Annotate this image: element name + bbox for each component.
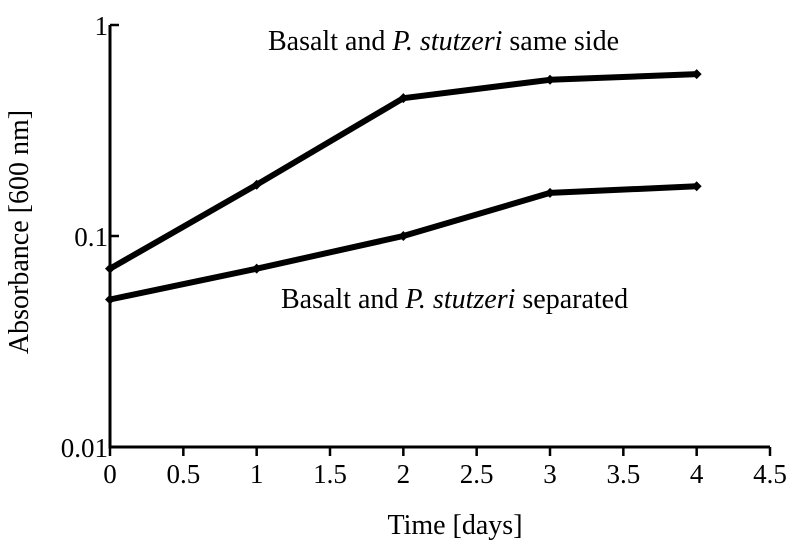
series-2-annotation-text: Basalt and xyxy=(281,284,405,315)
series-1-annotation-species: P. stutzeri xyxy=(391,26,502,57)
series-1-point xyxy=(105,263,115,274)
series-2-annotation-species: P. stutzeri xyxy=(404,284,515,315)
y-tick-label: 1 xyxy=(95,11,109,41)
series-1-point xyxy=(398,93,409,104)
series-1-point xyxy=(545,74,555,85)
series-2-annotation-suffix: separated xyxy=(515,284,628,315)
x-tick-label: 3.5 xyxy=(606,459,640,489)
series-1 xyxy=(105,69,702,274)
series-2-point xyxy=(398,231,409,241)
x-tick-label: 4.5 xyxy=(753,459,787,489)
y-tick-label: 0.1 xyxy=(74,222,108,252)
series-1-point xyxy=(691,69,702,80)
x-tick-label: 1 xyxy=(250,459,264,489)
x-tick-label: 4 xyxy=(690,459,704,489)
x-tick-label: 3 xyxy=(543,459,557,489)
series-1-point xyxy=(251,179,262,190)
series-2 xyxy=(105,181,702,305)
series-2-point xyxy=(691,181,702,192)
y-ticks: 0.01 0.1 1 xyxy=(61,11,119,463)
series-2-point xyxy=(251,263,262,274)
y-axis-title: Absorbance [600 nm] xyxy=(4,110,35,354)
x-tick-label: 2 xyxy=(397,459,411,489)
x-tick-label: 0 xyxy=(103,459,117,489)
series-2-point xyxy=(545,187,555,198)
x-axis-title: Time [days] xyxy=(387,510,522,541)
series-1-annotation: Basalt and P. stutzeri same side xyxy=(268,26,619,57)
series-1-annotation-text: Basalt and xyxy=(268,26,392,57)
series-2-point xyxy=(105,294,115,305)
axes xyxy=(108,25,770,449)
x-tick-label: 2.5 xyxy=(460,459,494,489)
series-2-annotation: Basalt and P. stutzeri separated xyxy=(281,284,628,315)
x-ticks: 0 0.5 1 1.5 2 2.5 3 3.5 4 4.5 xyxy=(103,447,787,489)
y-tick-label: 0.01 xyxy=(61,433,108,463)
series-layer xyxy=(105,69,702,305)
series-2-line xyxy=(107,183,700,303)
series-1-annotation-suffix: same side xyxy=(502,26,619,57)
x-tick-label: 1.5 xyxy=(313,459,347,489)
x-tick-label: 0.5 xyxy=(166,459,200,489)
